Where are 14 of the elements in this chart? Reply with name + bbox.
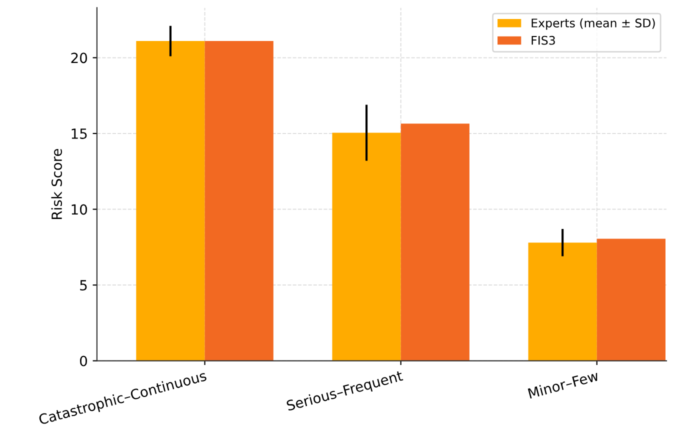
y-tick-label: 0 (80, 356, 88, 366)
y-tick-label: 15 (72, 128, 87, 139)
legend-label: FIS3 (532, 36, 555, 45)
bar (528, 242, 597, 361)
bar (204, 41, 274, 361)
y-axis-title: Risk Score (51, 148, 62, 219)
bar (136, 41, 205, 361)
bar (332, 132, 401, 361)
legend-label: Experts (mean ± SD) (532, 18, 655, 30)
bar (400, 124, 470, 361)
y-tick-label: 10 (72, 204, 88, 215)
y-tick-label: 5 (80, 280, 87, 291)
bar (596, 238, 666, 361)
y-tick-label: 20 (71, 52, 88, 64)
